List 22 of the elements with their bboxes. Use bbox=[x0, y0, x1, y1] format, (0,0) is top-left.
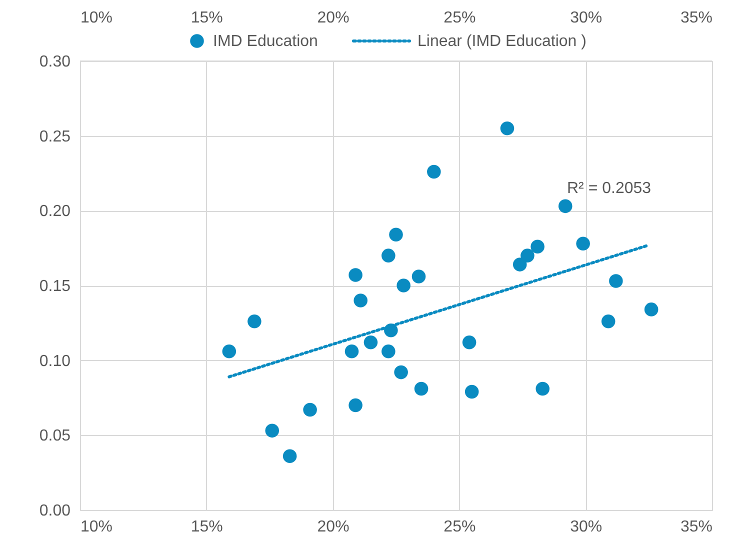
legend-label: IMD Education bbox=[213, 33, 318, 50]
x2-tick-label: 20% bbox=[317, 10, 350, 26]
y-tick-label: 0.05 bbox=[39, 428, 71, 445]
x-tick-label: 15% bbox=[190, 518, 223, 536]
y-tick-label: 0.15 bbox=[39, 278, 71, 295]
legend-label: Linear (IMD Education ) bbox=[418, 33, 586, 50]
x-tick-label: 20% bbox=[317, 518, 350, 536]
annotation: R² = 0.2053 bbox=[567, 180, 652, 197]
y-tick-label: 0.00 bbox=[39, 502, 71, 520]
y-tick-label: 0.25 bbox=[39, 128, 71, 146]
y-tick-label: 0.20 bbox=[39, 203, 71, 220]
y-tick-label: 0.30 bbox=[39, 54, 71, 70]
x-tick-label: 30% bbox=[570, 518, 602, 536]
x-tick-label: 25% bbox=[444, 518, 476, 536]
y-tick-label: 0.10 bbox=[39, 352, 71, 370]
x-tick-label: 35% bbox=[680, 518, 712, 536]
x2-tick-label: 10% bbox=[80, 10, 113, 26]
x-tick-label: 10% bbox=[80, 518, 113, 536]
x2-tick-label: 30% bbox=[570, 10, 602, 26]
x2-tick-label: 15% bbox=[190, 10, 223, 26]
x2-tick-label: 25% bbox=[444, 10, 476, 26]
x2-tick-label: 35% bbox=[680, 10, 712, 26]
